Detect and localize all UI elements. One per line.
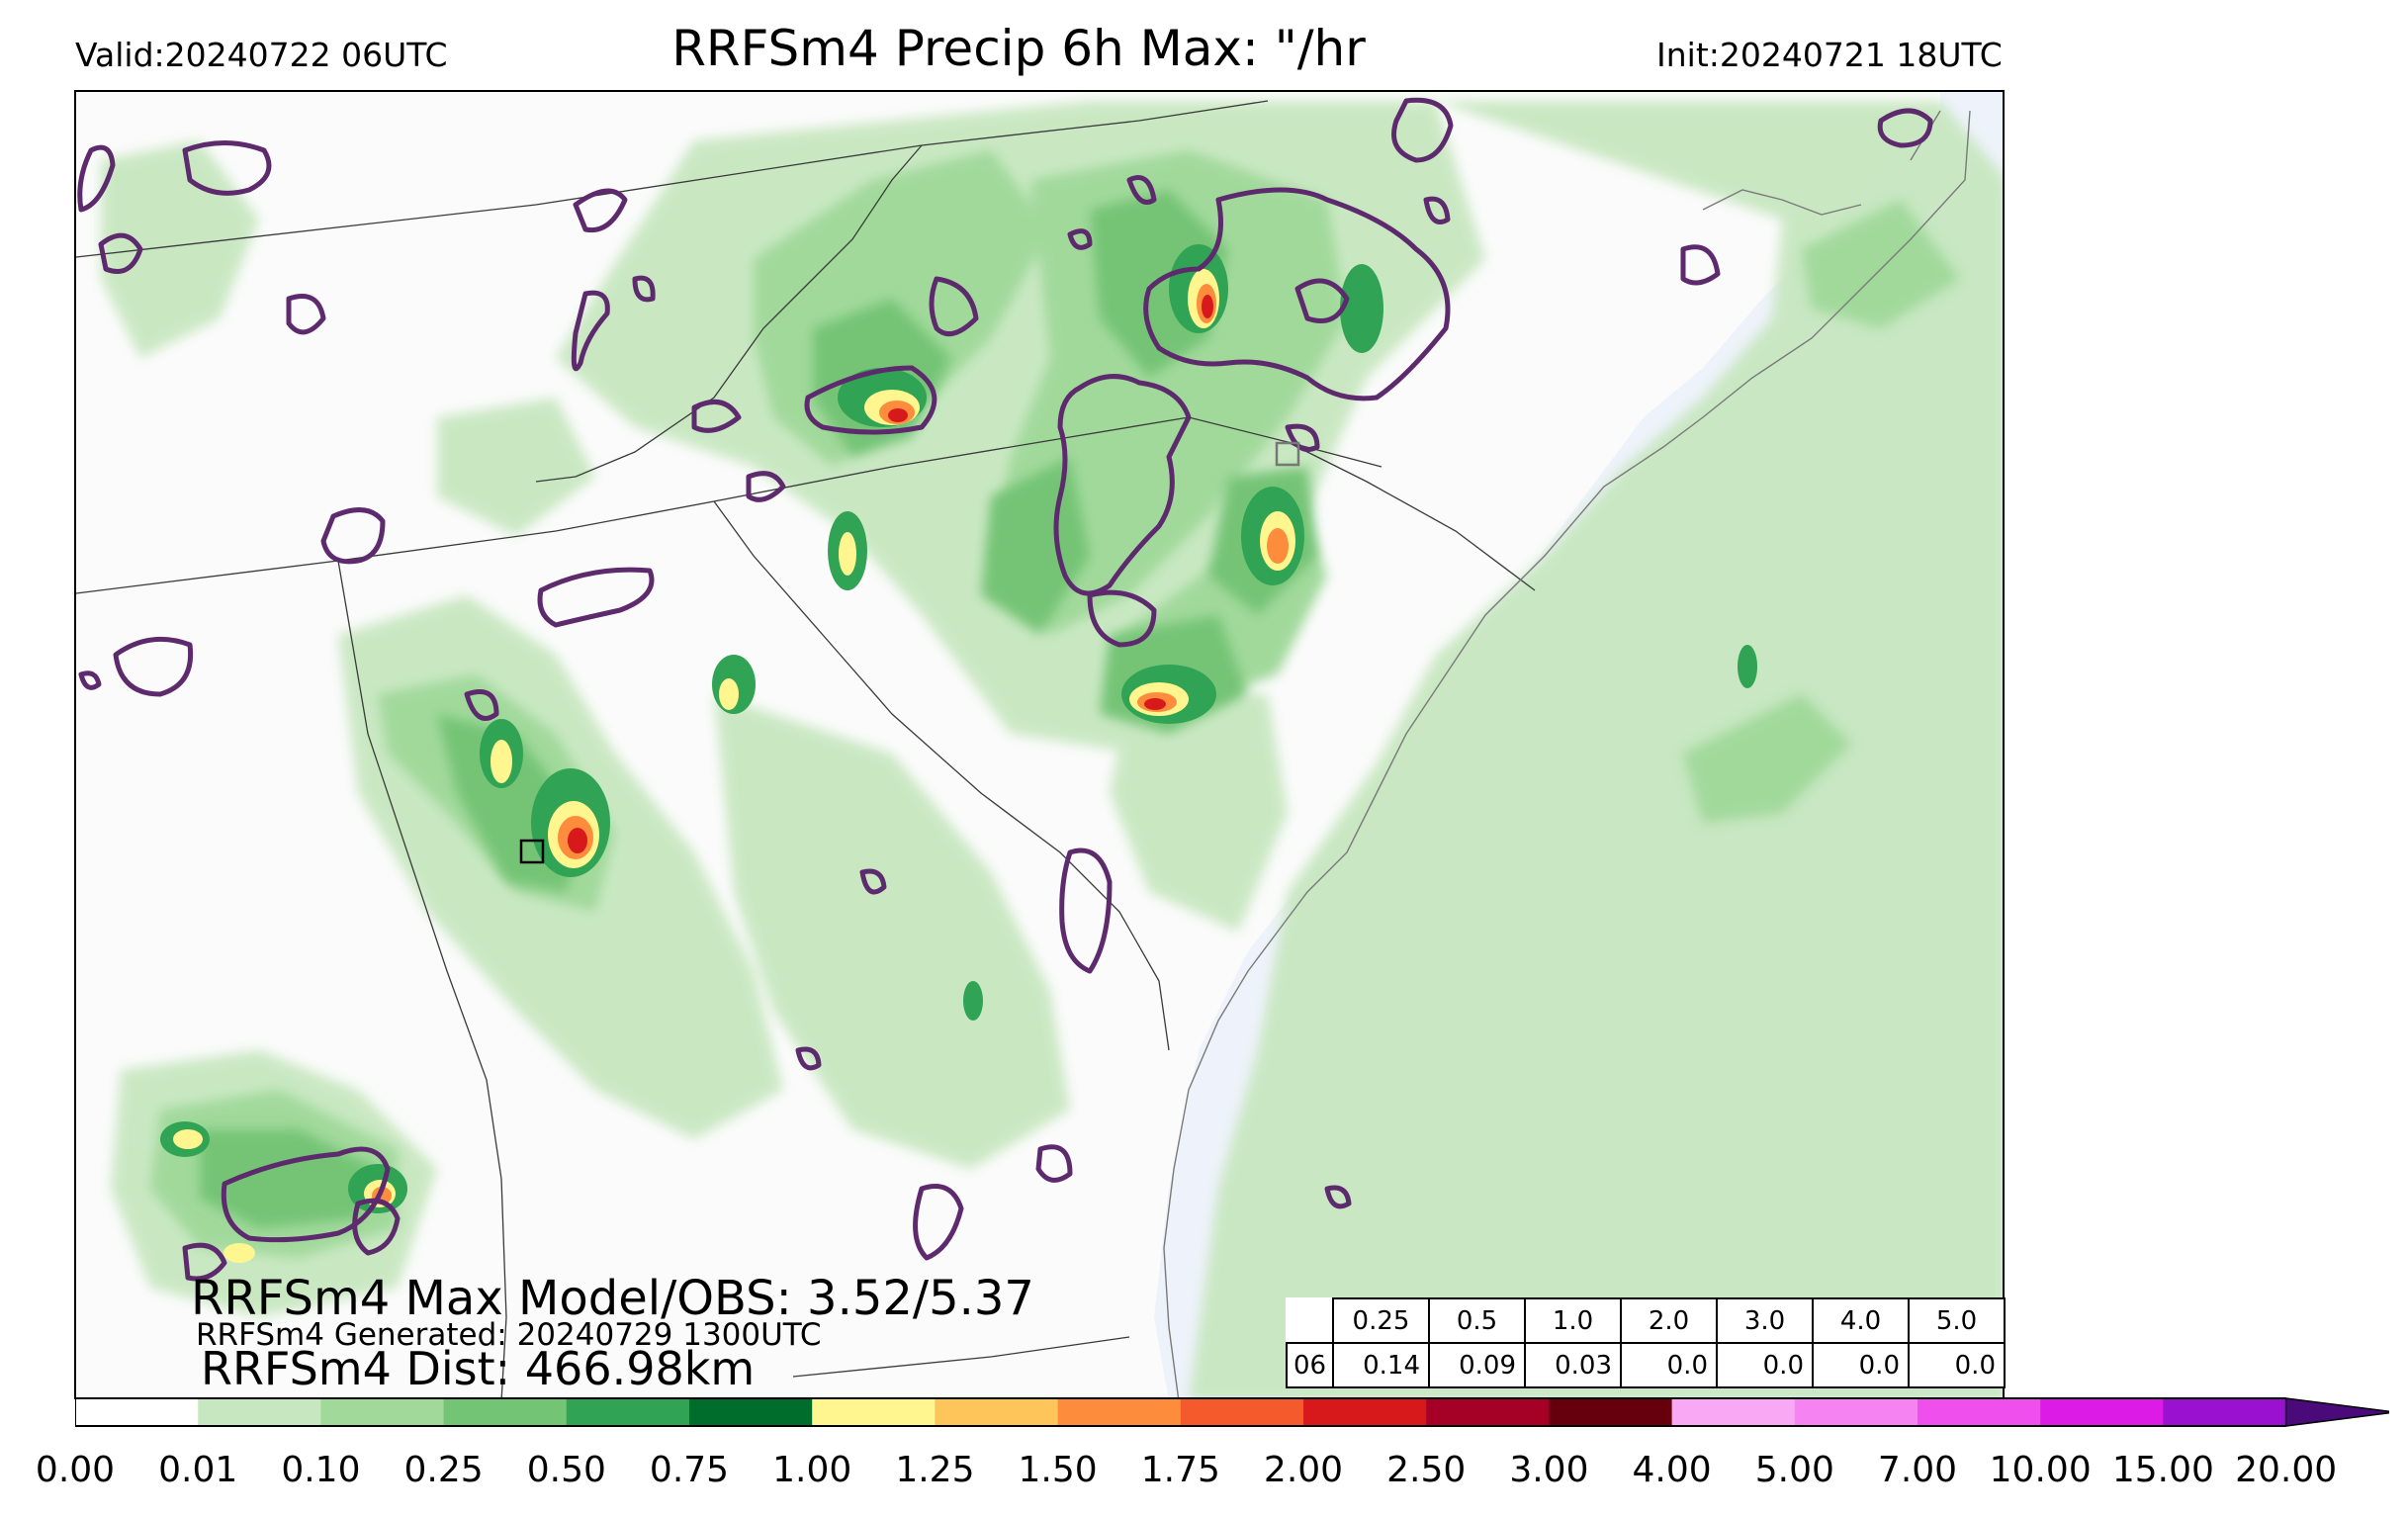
colorbar-segment: [689, 1398, 813, 1426]
forecast-hour-cell: 06: [1286, 1342, 1334, 1388]
colorbar-outline: [75, 1397, 2286, 1427]
colorbar-segment: [935, 1398, 1059, 1426]
colorbar-tick-label: 20.00: [2235, 1450, 2338, 1490]
colorbar-tick-label: 5.00: [1754, 1450, 1834, 1490]
value-cell: 0.09: [1428, 1342, 1526, 1388]
colorbar-segment: [1303, 1398, 1427, 1426]
colorbar: [75, 1397, 2389, 1427]
colorbar-segment: [443, 1398, 568, 1426]
highlight-boxes: [519, 441, 1300, 864]
colorbar-tick-label: 1.50: [1018, 1450, 1098, 1490]
colorbar-tick-label: 0.50: [526, 1450, 606, 1490]
init-time-label: Init:20240721 18UTC: [1656, 36, 2003, 74]
colorbar-tick-label: 0.10: [281, 1450, 361, 1490]
colorbar-tick-label: 1.75: [1140, 1450, 1220, 1490]
valid-time-label: Valid:20240722 06UTC: [75, 36, 448, 74]
colorbar-segment: [75, 1398, 199, 1426]
value-cell: 0.0: [1812, 1342, 1910, 1388]
distance-label: RRFSm4 Dist: 466.98km: [201, 1342, 756, 1395]
threshold-cell: 0.5: [1428, 1297, 1526, 1344]
colorbar-extend-arrow: [2284, 1397, 2389, 1427]
colorbar-segment: [1057, 1398, 1182, 1426]
colorbar-tick-label: 3.00: [1509, 1450, 1589, 1490]
colorbar-segment: [1671, 1398, 1796, 1426]
colorbar-segment: [1794, 1398, 1918, 1426]
max-model-obs-label: RRFSm4 Max Model/OBS: 3.52/5.37: [191, 1271, 1034, 1326]
threshold-cell: 0.25: [1332, 1297, 1430, 1344]
colorbar-segment: [1549, 1398, 1673, 1426]
threshold-row: 0.25 0.5 1.0 2.0 3.0 4.0 5.0: [1287, 1297, 2006, 1344]
colorbar-segment: [2163, 1398, 2287, 1426]
colorbar-tick-label: 15.00: [2111, 1450, 2214, 1490]
colorbar-tick-label: 0.25: [403, 1450, 484, 1490]
colorbar-segment: [1426, 1398, 1550, 1426]
colorbar-tick-label: 2.00: [1263, 1450, 1344, 1490]
threshold-cell: 1.0: [1524, 1297, 1622, 1344]
colorbar-segment: [566, 1398, 690, 1426]
colorbar-tick-label: 0.01: [158, 1450, 238, 1490]
value-row: 06 0.14 0.09 0.03 0.0 0.0 0.0 0.0: [1286, 1342, 2006, 1388]
value-cell: 0.03: [1524, 1342, 1622, 1388]
value-cell: 0.0: [1716, 1342, 1814, 1388]
obs-contours: [77, 97, 1933, 1282]
colorbar-tick-label: 0.00: [35, 1450, 116, 1490]
colorbar-tick-label: 4.00: [1632, 1450, 1712, 1490]
map-title: RRFSm4 Precip 6h Max: "/hr: [671, 20, 1366, 77]
colorbar-tick-label: 0.75: [649, 1450, 730, 1490]
value-cell: 0.0: [1908, 1342, 2006, 1388]
colorbar-segment: [1180, 1398, 1304, 1426]
colorbar-segment: [2040, 1398, 2164, 1426]
colorbar-tick-label: 1.25: [895, 1450, 975, 1490]
colorbar-tick-label: 10.00: [1989, 1450, 2092, 1490]
colorbar-tick-label: 1.00: [772, 1450, 852, 1490]
value-cell: 0.14: [1332, 1342, 1430, 1388]
precip-red-cores: [568, 295, 1213, 853]
state-boundaries: [76, 100, 1536, 1397]
precip-map-panel: [74, 90, 2005, 1399]
colorbar-tick-label: 7.00: [1877, 1450, 1958, 1490]
threshold-cell: 3.0: [1716, 1297, 1814, 1344]
threshold-cell: 2.0: [1620, 1297, 1718, 1344]
colorbar-segment: [812, 1398, 936, 1426]
threshold-stats-table: 0.25 0.5 1.0 2.0 3.0 4.0 5.0 06 0.14 0.0…: [1286, 1297, 2006, 1388]
threshold-cell: 5.0: [1908, 1297, 2006, 1344]
colorbar-segment: [320, 1398, 445, 1426]
value-cell: 0.0: [1620, 1342, 1718, 1388]
colorbar-tick-label: 2.50: [1386, 1450, 1467, 1490]
map-canvas: [76, 92, 2003, 1397]
table-corner: [1287, 1298, 1333, 1343]
threshold-cell: 4.0: [1812, 1297, 1910, 1344]
colorbar-segment: [198, 1398, 321, 1426]
colorbar-segment: [1917, 1398, 2041, 1426]
generated-time-label: RRFSm4 Generated: 20240729 1300UTC: [196, 1317, 822, 1353]
